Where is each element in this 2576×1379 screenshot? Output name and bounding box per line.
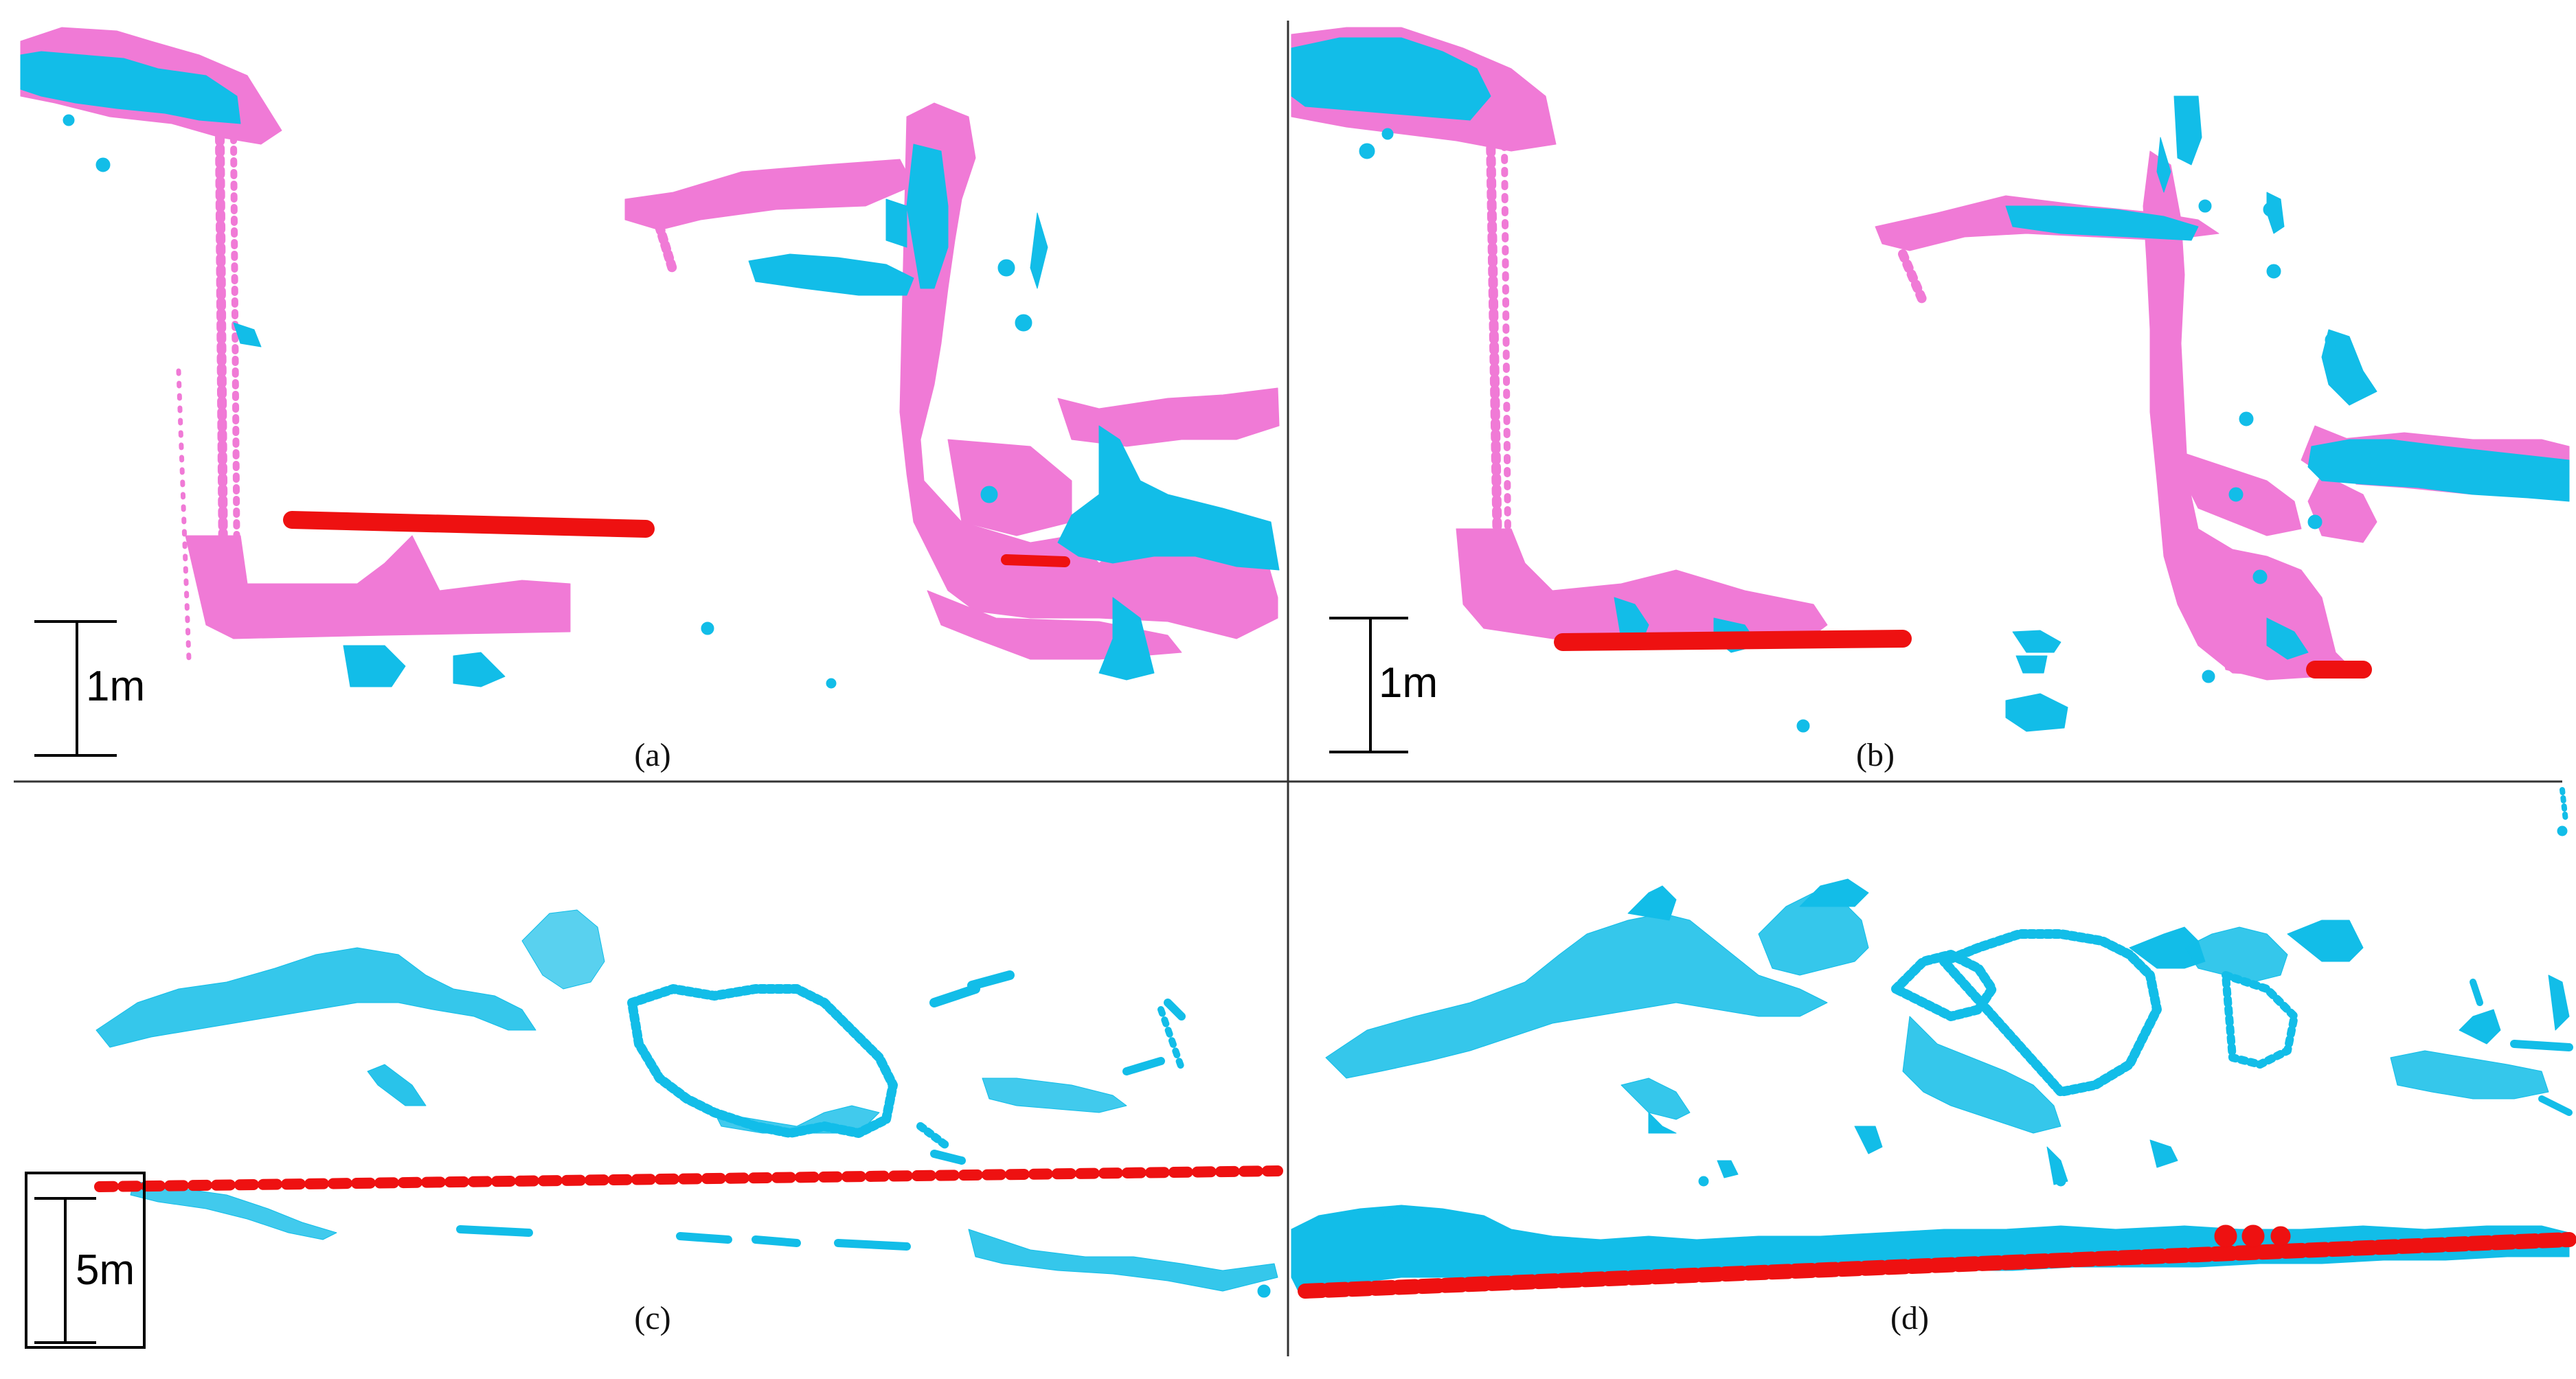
panel-c-cyan-points: [95, 909, 1278, 1298]
panel-a: 1m (a): [20, 27, 1280, 773]
panel-d-label: (d): [1890, 1300, 1929, 1336]
panel-c-red-points: [94, 1165, 1283, 1192]
panel-b-label: (b): [1856, 737, 1895, 773]
panel-d-cyan-points: [1291, 787, 2573, 1292]
panel-b-scale-bar: [1329, 617, 1408, 753]
panel-b-red-points: [1554, 630, 2372, 679]
panel-a-pink-points: [20, 27, 1280, 662]
panel-dividers: [14, 21, 2562, 1356]
panel-a-scale-label: 1m: [86, 663, 145, 710]
panel-a-label: (a): [634, 737, 670, 773]
panel-a-cyan-points: [20, 51, 1280, 689]
panel-d: (d): [1291, 787, 2576, 1336]
panel-d-red-points: [1298, 1224, 2576, 1299]
panel-c-label: (c): [634, 1300, 670, 1336]
panel-c-scale-box: [25, 1172, 146, 1349]
panel-a-red-points: [283, 511, 1070, 567]
panel-b-pink-points: [1291, 27, 2570, 681]
panel-c-scale-label: 5m: [76, 1246, 135, 1294]
panel-b-scale-label: 1m: [1379, 659, 1438, 707]
panel-a-scale-bar: [34, 620, 117, 757]
panel-c: 5m (c): [25, 909, 1283, 1349]
panel-b: 1m (b): [1291, 27, 2570, 773]
